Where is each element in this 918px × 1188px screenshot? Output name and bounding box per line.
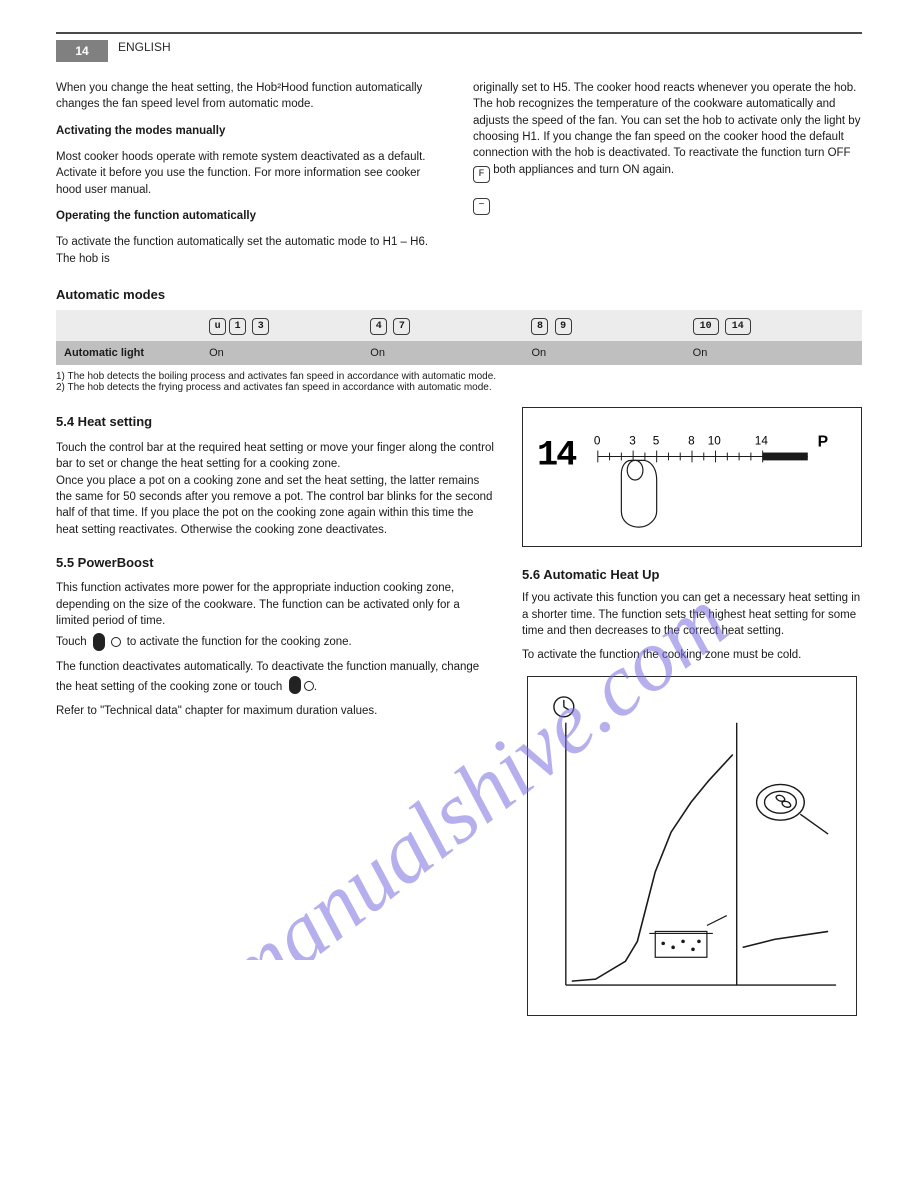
table-header-searing: 8 9 bbox=[523, 310, 684, 342]
auto-heatup-p2: To activate the function the cooking zon… bbox=[522, 647, 862, 663]
slider-end-p: P bbox=[818, 434, 828, 451]
key-10-icon: 10 bbox=[693, 318, 719, 335]
power-boost-ref: Refer to "Technical data" chapter for ma… bbox=[56, 703, 494, 719]
footnote-2: 2) The hob detects the frying process an… bbox=[56, 382, 862, 393]
heat-setting-text: 5.4 Heat setting Touch the control bar a… bbox=[56, 407, 494, 1015]
cell-c2: On bbox=[362, 341, 523, 365]
auto-modes-table-wrap: Automatic modes u 1 3 4 7 8 bbox=[56, 287, 862, 394]
heat-setting-p2: Once you place a pot on a cooking zone a… bbox=[56, 473, 494, 538]
slider-bar-icon bbox=[763, 453, 808, 461]
auto-modes-table: u 1 3 4 7 8 9 10 14 bbox=[56, 310, 862, 366]
activate-row: Touch to activate the function for the c… bbox=[56, 633, 494, 651]
key-14-icon: 14 bbox=[725, 318, 751, 335]
row-label: Automatic light bbox=[56, 341, 201, 365]
auto-heatup-title: 5.6 Automatic Heat Up bbox=[522, 567, 862, 582]
heat-setting-p1: Touch the control bar at the required he… bbox=[56, 440, 494, 473]
footnote-1: 1) The hob detects the boiling process a… bbox=[56, 371, 862, 382]
pill-icon bbox=[93, 633, 105, 651]
slider-tick-10: 10 bbox=[708, 435, 722, 448]
slider-tick-0: 0 bbox=[594, 435, 601, 448]
key-9-icon: 9 bbox=[555, 318, 572, 335]
heat-setting-title: 5.4 Heat setting bbox=[56, 413, 494, 431]
deactivate-row: The function deactivates automatically. … bbox=[56, 659, 494, 695]
intro-subhead-manual: Activating the modes manually bbox=[56, 125, 225, 137]
phase2-curve bbox=[743, 931, 828, 947]
clock-icon bbox=[554, 697, 574, 717]
phase1-curve bbox=[572, 754, 733, 981]
key-7-icon: 7 bbox=[393, 318, 410, 335]
slider-display-value: 14 bbox=[537, 436, 577, 476]
cell-c3: On bbox=[523, 341, 684, 365]
auto-heatup-p1: If you activate this function you can ge… bbox=[522, 590, 862, 639]
ring-icon bbox=[111, 637, 121, 647]
deactivate-text: The function deactivates automatically. … bbox=[56, 661, 479, 692]
intro-right-p1: originally set to H5. The cooker hood re… bbox=[473, 80, 862, 183]
key-4-icon: 4 bbox=[370, 318, 387, 335]
slider-tick-5: 5 bbox=[653, 435, 660, 448]
header-language: ENGLISH bbox=[118, 40, 171, 54]
key-minus-icon: − bbox=[473, 198, 490, 215]
intro-p3: To activate the function automatically s… bbox=[56, 234, 445, 267]
intro-p2: Most cooker hoods operate with remote sy… bbox=[56, 149, 445, 198]
slider-figure: 14 bbox=[522, 407, 862, 547]
slider-tick-3: 3 bbox=[629, 435, 636, 448]
intro-left-column: When you change the heat setting, the Ho… bbox=[56, 80, 445, 277]
power-boost-p1: This function activates more power for t… bbox=[56, 580, 494, 629]
heatup-chart bbox=[527, 676, 857, 1016]
power-boost-title: 5.5 PowerBoost bbox=[56, 554, 494, 572]
table-header-blank bbox=[56, 310, 201, 342]
intro-subhead-auto: Operating the function automatically bbox=[56, 210, 256, 222]
key-f-icon: F bbox=[473, 166, 490, 183]
intro-right-column: originally set to H5. The cooker hood re… bbox=[473, 80, 862, 277]
pan-icon bbox=[757, 784, 829, 834]
header-rule bbox=[56, 32, 862, 34]
table-row: Automatic light On On On On bbox=[56, 341, 862, 365]
table-header-roasting: 10 14 bbox=[685, 310, 862, 342]
key-3-icon: 3 bbox=[252, 318, 269, 335]
ring-icon-2 bbox=[304, 681, 314, 691]
table-header-frying: 4 7 bbox=[362, 310, 523, 342]
activate-prefix: Touch bbox=[56, 634, 87, 650]
intro-right-p2: − bbox=[473, 193, 862, 215]
finger-icon bbox=[621, 461, 656, 528]
pot-icon bbox=[649, 915, 726, 957]
key-8-icon: 8 bbox=[531, 318, 548, 335]
intro-p1: When you change the heat setting, the Ho… bbox=[56, 80, 445, 113]
activate-text: to activate the function for the cooking… bbox=[127, 634, 352, 650]
slider-scale: 0 3 5 8 10 14 P bbox=[594, 434, 828, 463]
cell-c1: On bbox=[201, 341, 362, 365]
table-header-boiling: u 1 3 bbox=[201, 310, 362, 342]
auto-modes-title: Automatic modes bbox=[56, 287, 862, 302]
cell-c4: On bbox=[685, 341, 862, 365]
key-u-icon: u bbox=[209, 318, 226, 335]
page-number: 14 bbox=[56, 40, 108, 62]
pill-icon-2 bbox=[289, 676, 301, 694]
slider-tick-8: 8 bbox=[688, 435, 695, 448]
key-1-icon: 1 bbox=[229, 318, 246, 335]
slider-tick-14: 14 bbox=[755, 435, 769, 448]
